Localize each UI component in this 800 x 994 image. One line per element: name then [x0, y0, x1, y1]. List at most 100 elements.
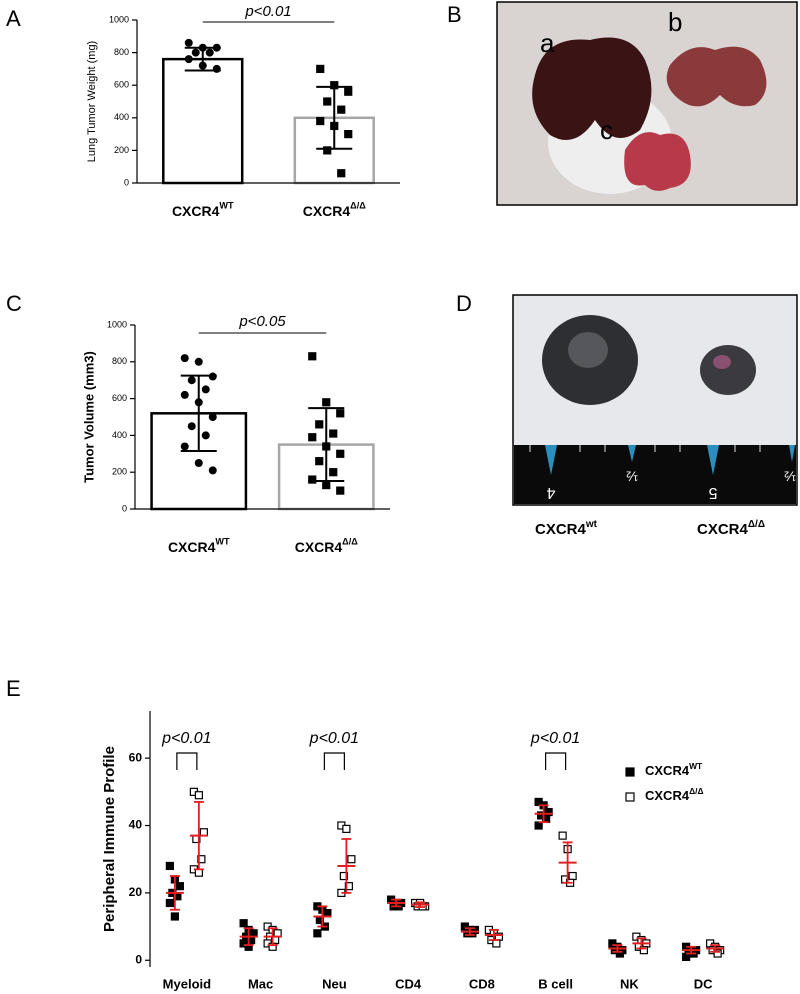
point	[615, 949, 624, 958]
error-bar	[538, 804, 549, 824]
x-tick-label: Neu	[322, 976, 347, 991]
point	[198, 43, 207, 52]
point	[205, 48, 214, 57]
ruler-label: ½	[626, 468, 638, 484]
point	[180, 354, 189, 363]
y-tick-label: 1000	[107, 319, 127, 329]
annotation: p<0.01	[244, 3, 291, 20]
point	[316, 64, 325, 74]
x-tick-label: B cell	[538, 976, 573, 991]
photo-tumors: 4 ½ 5 ½ CXCR4wt CXCR4Δ/Δ	[512, 294, 798, 538]
point	[212, 64, 221, 73]
significance-bracket	[176, 752, 198, 770]
error-bar	[636, 937, 647, 950]
point	[170, 912, 179, 921]
point	[191, 48, 200, 57]
y-tick-label: 40	[129, 818, 143, 832]
error-bar	[562, 841, 573, 884]
label-text: CXCR4	[303, 203, 351, 219]
point	[558, 831, 567, 840]
point	[180, 390, 189, 399]
point	[344, 882, 353, 891]
label: CXCR4WT	[168, 537, 230, 555]
point	[682, 952, 691, 961]
y-axis-title: Tumor Volume (mm3)	[81, 351, 96, 483]
error-bar	[317, 905, 328, 928]
label-superscript: Δ/Δ	[342, 537, 358, 547]
y-tick-label: 20	[129, 885, 143, 899]
x-tick-label: NK	[620, 976, 639, 991]
panel-label: C	[6, 291, 22, 316]
point	[239, 919, 248, 928]
point	[194, 398, 203, 407]
error-bar	[488, 929, 499, 941]
y-tick-label: 0	[122, 503, 127, 513]
point	[208, 413, 217, 421]
ruler-label: ½	[784, 468, 796, 484]
significance-label: p<0.01	[309, 730, 359, 747]
point	[201, 385, 210, 394]
error-bar	[612, 944, 623, 953]
point	[337, 169, 346, 178]
photo-lungs: a b c	[496, 1, 798, 206]
point	[175, 882, 184, 891]
y-tick-label: 200	[112, 467, 127, 477]
y-tick-label: 800	[112, 356, 127, 366]
panel-label: A	[6, 6, 21, 31]
y-tick-label: 400	[114, 112, 129, 122]
point	[184, 55, 193, 64]
ruler-label: 4	[546, 484, 555, 501]
x-tick-label: CD8	[469, 976, 495, 991]
panel-label: B	[447, 2, 462, 27]
error-bar	[341, 838, 352, 894]
error-bar	[391, 898, 402, 908]
point	[534, 821, 543, 830]
significance-label: p<0.01	[161, 730, 211, 747]
label-text: CXCR4	[172, 203, 220, 219]
x-tick-label: DC	[694, 976, 713, 991]
label: CXCR4WT	[172, 201, 234, 219]
photo-label: c	[600, 115, 613, 145]
y-tick-label: 60	[129, 750, 143, 764]
point	[323, 146, 332, 155]
point	[308, 352, 317, 361]
annotation: p<0.05	[238, 313, 286, 330]
caption-text: CXCR4	[697, 521, 749, 538]
point	[329, 468, 338, 477]
label: CXCR4Δ/Δ	[303, 201, 367, 219]
photo-caption: CXCR4wt	[535, 519, 598, 538]
point	[339, 871, 348, 881]
point	[194, 868, 203, 877]
point	[329, 429, 338, 438]
photo-caption: CXCR4Δ/Δ	[697, 519, 765, 538]
y-tick-label: 600	[112, 393, 127, 403]
label-superscript: WT	[215, 537, 230, 547]
label-text: CXCR4	[168, 539, 216, 555]
y-tick-label: 800	[114, 47, 129, 57]
point	[625, 767, 635, 777]
point	[568, 871, 577, 881]
point	[344, 87, 353, 96]
x-tick-label: CD4	[395, 976, 422, 991]
label-superscript: Δ/Δ	[689, 786, 703, 796]
point	[322, 442, 331, 451]
point	[342, 824, 351, 833]
point	[330, 121, 339, 131]
point	[322, 398, 331, 407]
y-tick-label: 0	[135, 952, 142, 966]
significance-label: p<0.01	[530, 730, 580, 747]
y-axis-title: Peripheral Immune Profile	[101, 746, 118, 932]
label-text: CXCR4	[645, 763, 690, 778]
point	[187, 422, 196, 431]
y-tick-label: 400	[112, 430, 127, 440]
label-superscript: WT	[219, 201, 234, 211]
point	[322, 480, 331, 490]
panel-label: D	[456, 291, 472, 316]
y-tick-label: 200	[114, 145, 129, 155]
bar	[162, 57, 244, 185]
point	[313, 929, 322, 938]
photo-label: b	[668, 7, 682, 37]
label-superscript: Δ/Δ	[350, 201, 366, 211]
